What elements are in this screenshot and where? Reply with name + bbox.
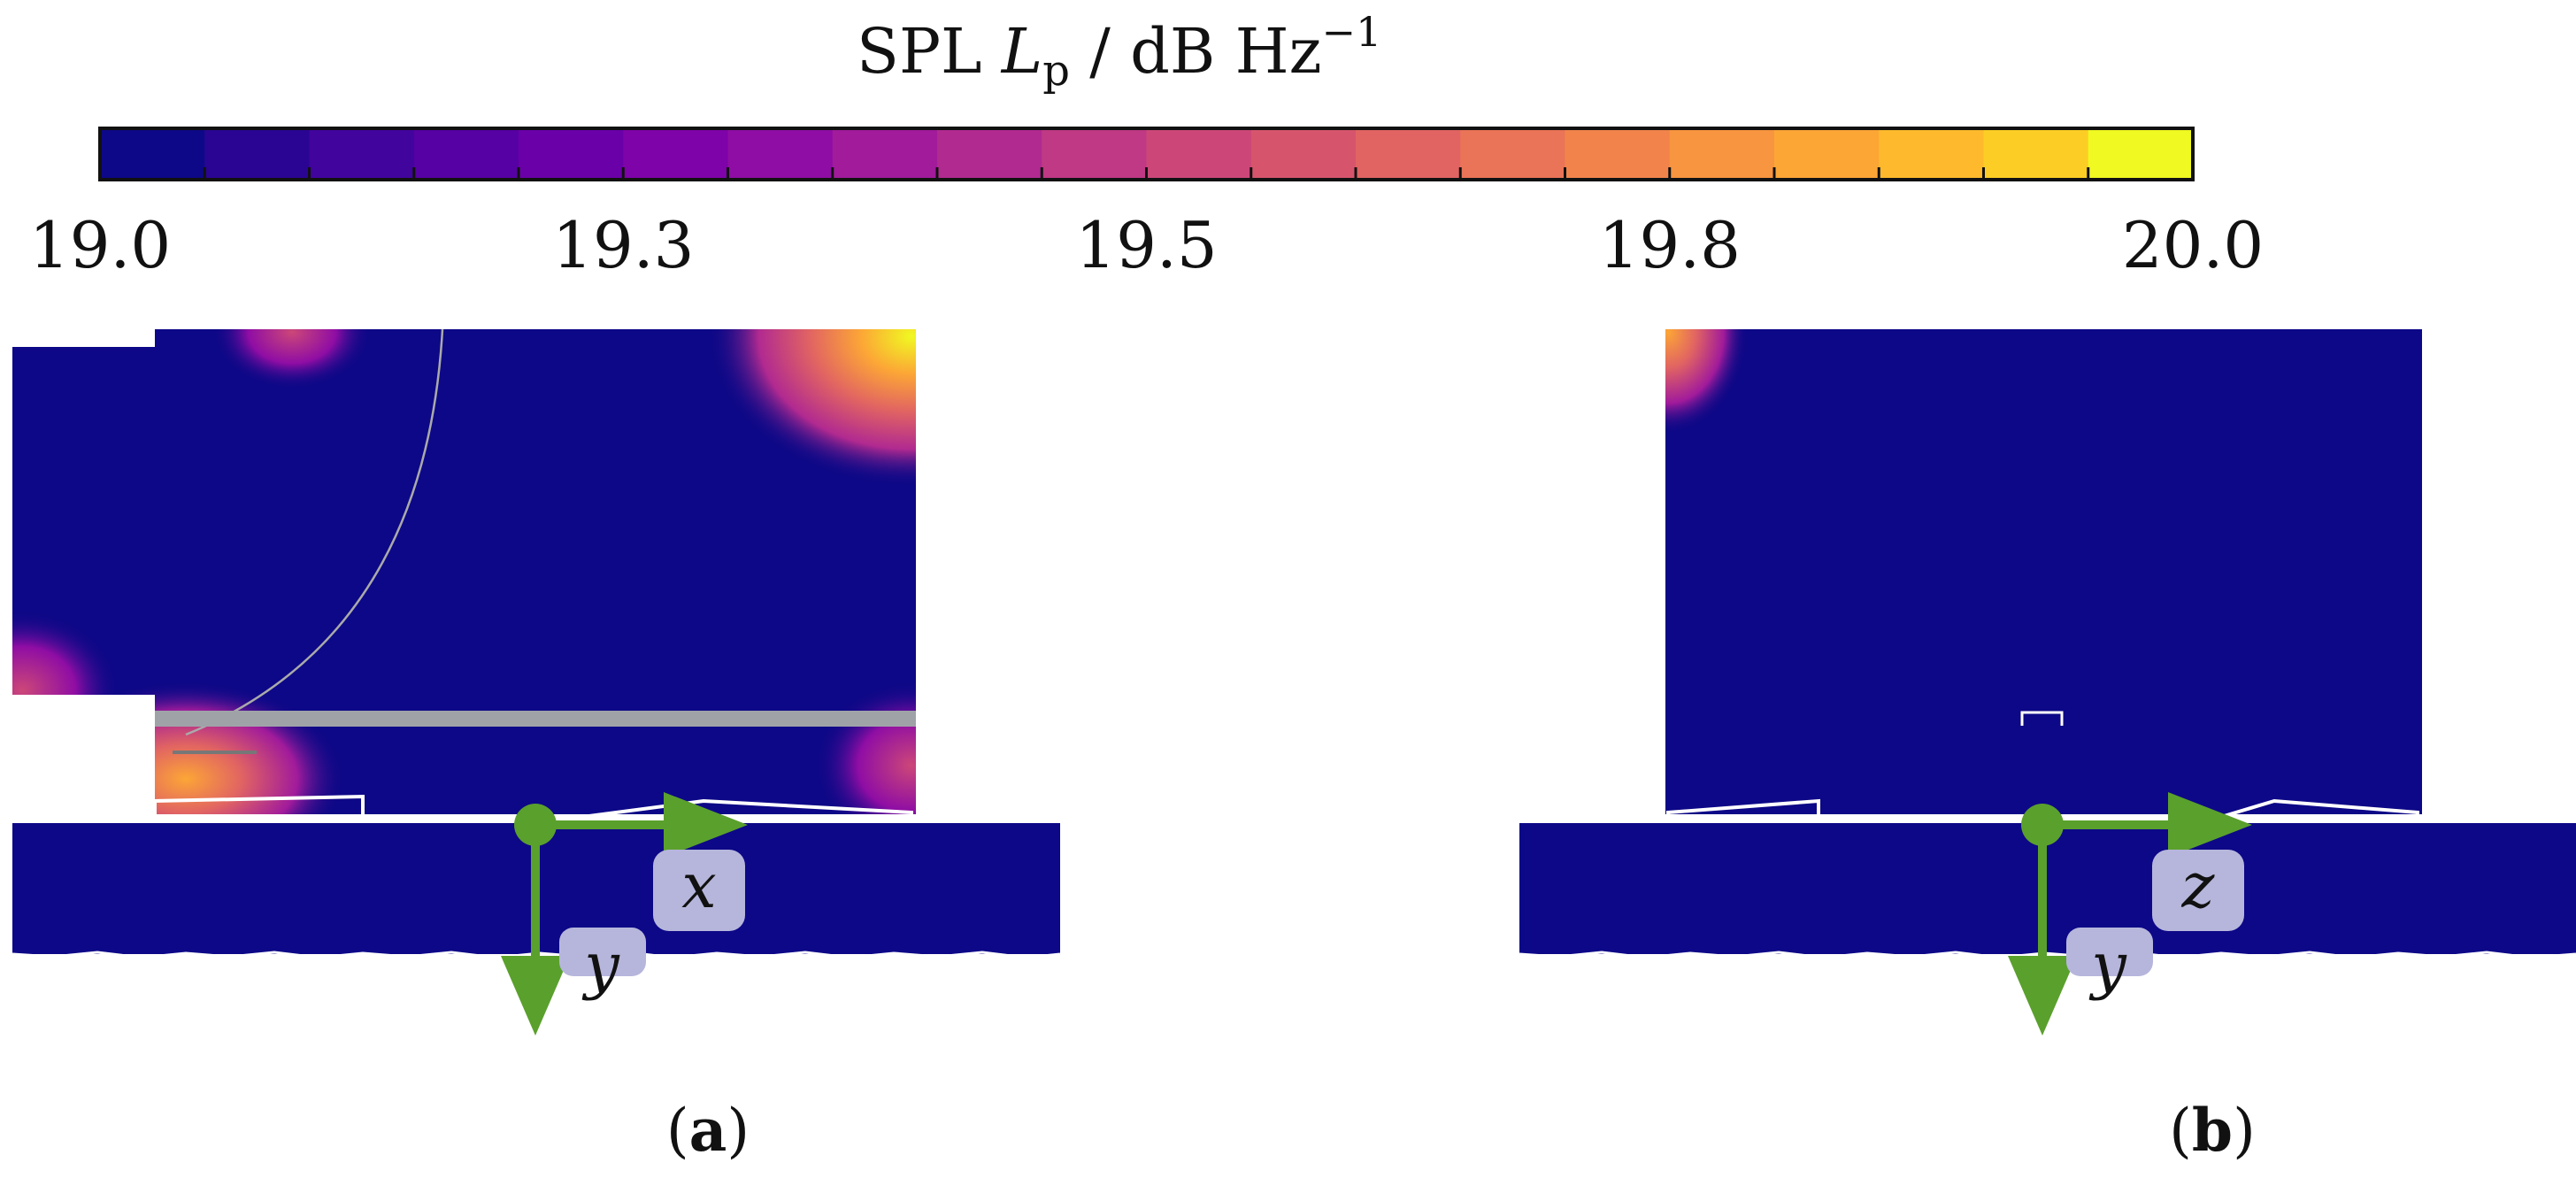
axis-label-x: x bbox=[681, 850, 716, 922]
colorbar-segment bbox=[623, 128, 729, 180]
axis-origin bbox=[2021, 804, 2064, 846]
panel-b-small-bracket bbox=[2020, 711, 2064, 726]
hotspot bbox=[1665, 329, 1748, 434]
panel-a-axes: x y bbox=[501, 792, 748, 1036]
colorbar-segment bbox=[1250, 128, 1357, 180]
colorbar bbox=[98, 127, 2195, 181]
colorbar-segment bbox=[937, 128, 1042, 180]
colorbar-tick-label: 19.0 bbox=[29, 208, 171, 282]
colorbar-segment bbox=[413, 128, 519, 180]
arrow-right-icon bbox=[2168, 792, 2252, 858]
colorbar-segment bbox=[519, 128, 624, 180]
arrow-down-icon bbox=[2008, 956, 2077, 1036]
colorbar-segment bbox=[727, 128, 834, 180]
axis-label-y: y bbox=[581, 929, 620, 1002]
colorbar-segment bbox=[1879, 128, 1985, 180]
colorbar-segment bbox=[1460, 128, 1566, 180]
axis-label-y: y bbox=[2088, 929, 2127, 1002]
hotspot bbox=[708, 329, 916, 487]
colorbar-segment bbox=[1983, 128, 2089, 180]
panel-a-plate bbox=[155, 711, 916, 727]
colorbar-segment bbox=[100, 128, 205, 180]
colorbar-segment bbox=[832, 128, 938, 180]
colorbar-segment bbox=[1356, 128, 1461, 180]
colorbar-segment bbox=[1146, 128, 1252, 180]
panel-b-axes: z y bbox=[2008, 792, 2252, 1036]
hotspot bbox=[212, 329, 372, 389]
arc-line bbox=[185, 329, 444, 736]
colorbar-segment bbox=[309, 128, 415, 180]
panel-b: z y (b) bbox=[1519, 329, 2576, 1165]
axis-origin bbox=[514, 804, 557, 846]
axis-label-z: z bbox=[2181, 850, 2216, 922]
colorbar-tick-label: 20.0 bbox=[2122, 208, 2264, 282]
colorbar-segment bbox=[1669, 128, 1775, 180]
colorbar-segment bbox=[204, 128, 311, 180]
colorbar-tick-label: 19.5 bbox=[1075, 208, 1217, 282]
arrow-down-icon bbox=[501, 956, 570, 1036]
colorbar-frame bbox=[98, 127, 2195, 181]
colorbar-segment bbox=[1774, 128, 1880, 180]
panel-b-field bbox=[1665, 329, 2422, 814]
axis-label-bg bbox=[653, 850, 745, 931]
arrow-right-icon bbox=[664, 792, 748, 858]
colorbar-segment bbox=[1042, 128, 1148, 180]
panel-a-caption: (a) bbox=[666, 1096, 750, 1165]
axis-label-bg bbox=[559, 928, 646, 976]
axis-label-bg bbox=[2066, 928, 2153, 976]
axis-label-bg bbox=[2152, 850, 2244, 931]
panel-a: x y (a) bbox=[12, 329, 1061, 1165]
colorbar-segment bbox=[2088, 128, 2194, 180]
colorbar-ticks: 19.0 19.3 19.5 19.8 20.0 bbox=[29, 208, 2264, 282]
panel-b-caption: (b) bbox=[2169, 1096, 2256, 1165]
colorbar-tick-label: 19.3 bbox=[552, 208, 694, 282]
colorbar-title: SPL Lp / dB Hz−1 bbox=[857, 8, 1381, 96]
colorbar-tick-label: 19.8 bbox=[1599, 208, 1741, 282]
colorbar-segment bbox=[1565, 128, 1671, 180]
